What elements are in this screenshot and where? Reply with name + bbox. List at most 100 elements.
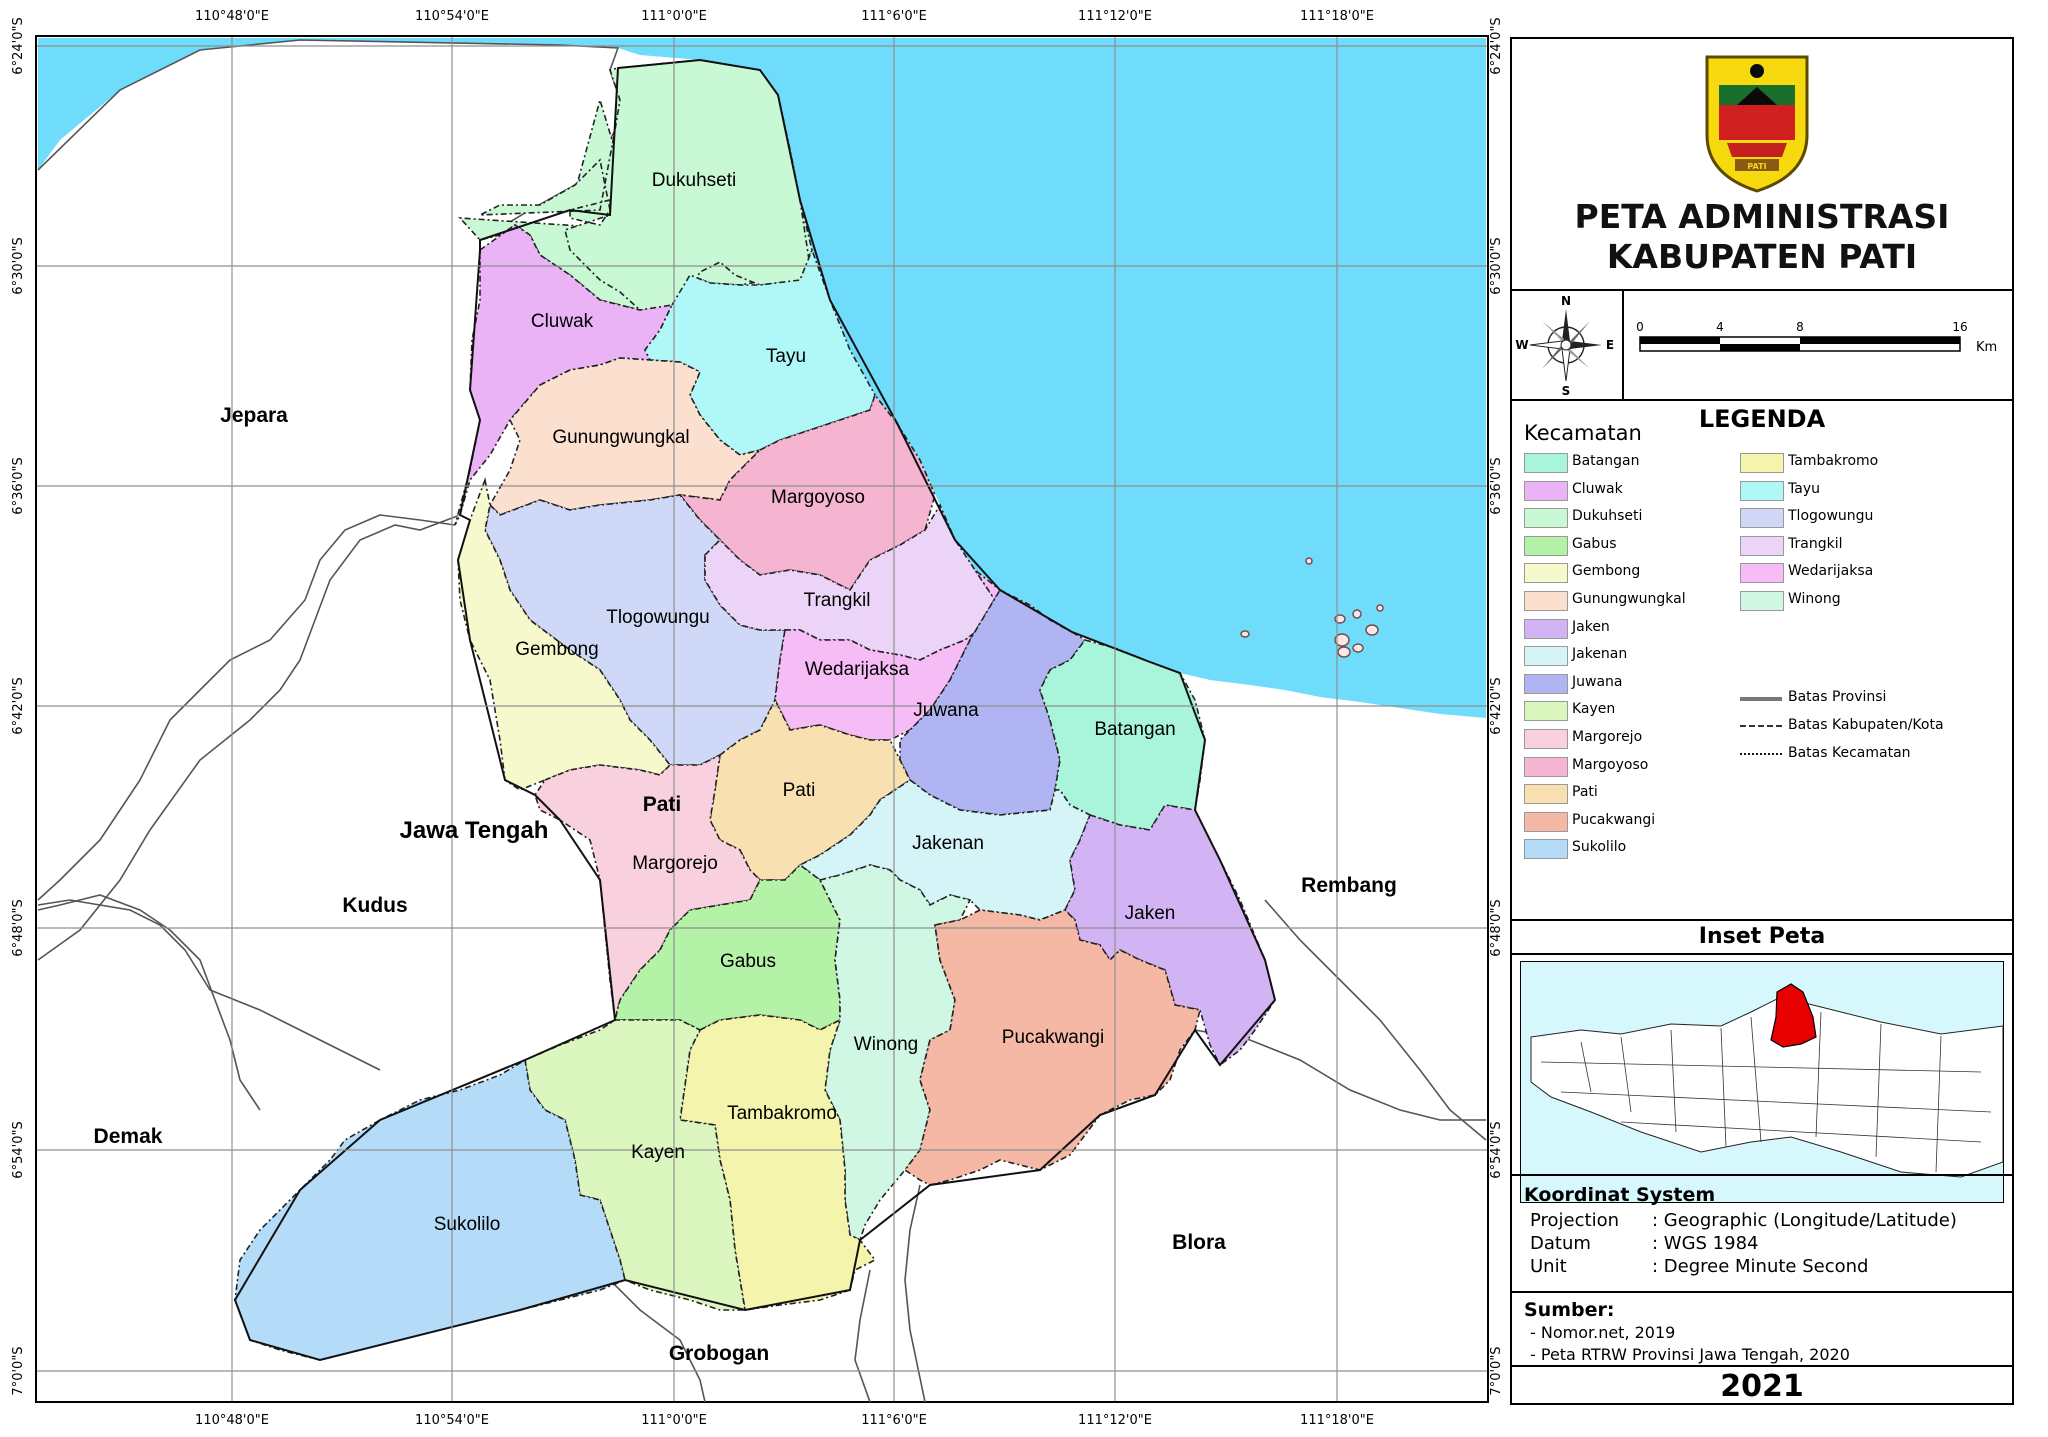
kec-dukuhseti-fill: [479, 59, 813, 311]
line-symbol: [1740, 697, 1782, 701]
legend-swatch: [1524, 673, 1568, 694]
legend-swatch: [1524, 480, 1568, 501]
top-longitude-label: 111°12'0"E: [1078, 9, 1152, 24]
scale-tick-0: 0: [1636, 320, 1644, 334]
region-label-pati: Pati: [643, 793, 682, 816]
kec-label-pati: Pati: [783, 780, 816, 801]
coord-key: Datum: [1530, 1233, 1591, 1254]
region-label-grobogan: Grobogan: [669, 1342, 769, 1365]
legend-swatch: [1524, 701, 1568, 722]
left-latitude-label: 6°24'0"S: [11, 17, 26, 74]
left-latitude-label: 6°36'0"S: [11, 457, 26, 514]
right-latitude-label: 6°30'0"S: [1489, 237, 1504, 294]
kec-margoyoso: [678, 393, 936, 592]
kec-label-wedarijaksa: Wedarijaksa: [805, 659, 910, 680]
compass-east-label: E: [1606, 338, 1614, 352]
legend-label: Juwana: [1572, 673, 1623, 690]
right-latitude-label: 6°24'0"S: [1489, 17, 1504, 74]
coord-title: Koordinat System: [1524, 1184, 1716, 1206]
region-label-rembang: Rembang: [1301, 874, 1397, 897]
kec-juwana: [899, 588, 1087, 816]
bottom-longitude-label: 111°6'0"E: [861, 1413, 927, 1428]
source-item-2: - Peta RTRW Provinsi Jawa Tengah, 2020: [1530, 1345, 1850, 1364]
left-latitude-label: 6°42'0"S: [11, 677, 26, 734]
coord-value: : Geographic (Longitude/Latitude): [1652, 1210, 1957, 1231]
legend-label: Tambakromo: [1788, 453, 1879, 469]
compass-rose-icon: N S E W: [1515, 294, 1614, 398]
legend-label: Trangkil: [1788, 535, 1843, 552]
left-latitude-label: 7°0'0"S: [11, 1346, 26, 1395]
legend-label: Jakenan: [1572, 646, 1628, 663]
legend-label: Wedarijaksa: [1788, 563, 1874, 580]
legend-label: Kayen: [1572, 701, 1616, 718]
region-labels: Jepara Jawa Tengah Pati Kudus Demak Remb…: [94, 404, 1397, 1365]
line-symbol: [1740, 725, 1782, 727]
kec-jakenan: [798, 779, 1092, 921]
legend-label: Pati: [1572, 784, 1598, 801]
coord-key: Unit: [1530, 1256, 1567, 1277]
legend-swatch: [1524, 591, 1568, 611]
kec-label-sukolilo: Sukolilo: [434, 1214, 501, 1235]
region-label-jawa-tengah: Jawa Tengah: [400, 817, 549, 844]
kec-tambakromo: [679, 1014, 877, 1311]
legend-swatch: [1524, 453, 1568, 473]
legend-swatch: [1524, 618, 1568, 639]
left-latitude-label: 6°48'0"S: [11, 899, 26, 956]
legend-swatch: [1524, 646, 1568, 667]
legend-label: Tayu: [1788, 480, 1820, 497]
region-label-jepara: Jepara: [220, 404, 288, 427]
title-section: PATI PETA ADMINISTRASI KABUPATEN PATI: [1512, 39, 2012, 289]
bottom-longitude-label: 110°54'0"E: [415, 1413, 489, 1428]
right-latitude-label: 6°36'0"S: [1489, 457, 1504, 514]
region-label-demak: Demak: [94, 1125, 163, 1148]
legend-swatch: [1524, 839, 1568, 860]
top-longitude-label: 111°18'0"E: [1300, 9, 1374, 24]
kec-label-gunungwungkal: Gunungwungkal: [552, 427, 689, 448]
small-islands: [1240, 557, 1384, 658]
top-longitude-label: 110°54'0"E: [415, 9, 489, 24]
inset-title: Inset Peta: [1512, 921, 2012, 955]
legend-label: Jaken: [1572, 618, 1610, 635]
left-latitude-label: 6°30'0"S: [11, 237, 26, 294]
coord-value: : Degree Minute Second: [1652, 1256, 1869, 1277]
kec-label-cluwak: Cluwak: [531, 311, 594, 332]
kec-pucakwangi: [903, 909, 1201, 1186]
legend-swatch: [1524, 563, 1568, 584]
kec-label-margorejo: Margorejo: [632, 853, 718, 874]
kec-tlogowungu: [484, 494, 786, 766]
kec-label-jaken: Jaken: [1125, 903, 1176, 924]
inset-section: Inset Peta: [1512, 919, 2012, 1219]
graticule-labels: 110°48'0"E 110°48'0"E 110°54'0"E 110°54'0"E…: [11, 9, 1504, 1428]
compass-south-label: S: [1562, 384, 1571, 398]
legend-group-title: Kecamatan: [1524, 421, 1642, 445]
legend-section: LEGENDA Kecamatan Batangan Cluwak Dukuhset…: [1512, 399, 2012, 919]
bottom-longitude-label: 111°12'0"E: [1078, 1413, 1152, 1428]
kec-jaken: [1064, 804, 1276, 1067]
legend-label: Dukuhseti: [1572, 508, 1643, 525]
pati-regency-emblem: PATI: [1705, 55, 1809, 193]
source-section: Sumber: - Nomor.net, 2019 - Peta RTRW Pr…: [1512, 1291, 2012, 1365]
scale-tick-8: 8: [1796, 320, 1804, 334]
map-title-line1: PETA ADMINISTRASI: [1574, 197, 1950, 236]
kec-sukolilo: [234, 1058, 626, 1361]
map-info-panel: PATI PETA ADMINISTRASI KABUPATEN PATI N …: [1510, 37, 2014, 1405]
kec-label-tayu: Tayu: [766, 346, 806, 367]
coord-value: : WGS 1984: [1652, 1233, 1759, 1254]
scale-tick-4: 4: [1716, 320, 1724, 334]
legend-label: Margoyoso: [1572, 756, 1649, 773]
coord-key: Projection: [1530, 1210, 1620, 1231]
legend-swatch: [1740, 480, 1784, 501]
kec-label-kayen: Kayen: [631, 1142, 685, 1163]
left-latitude-label: 6°54'0"S: [11, 1121, 26, 1178]
source-title: Sumber:: [1524, 1299, 1615, 1321]
right-latitude-label: 6°54'0"S: [1489, 1121, 1504, 1178]
sea-area: [38, 38, 1486, 718]
scale-bar: 0 4 8 16 Km: [1636, 320, 1997, 355]
legend-label: Sukolilo: [1572, 839, 1627, 856]
kec-label-trangkil: Trangkil: [804, 590, 871, 611]
legend-label: Tlogowungu: [1788, 508, 1874, 525]
line-legend-label: Batas Provinsi: [1788, 689, 1887, 705]
legend-title: LEGENDA: [1698, 405, 1826, 433]
line-symbol: [1740, 753, 1782, 755]
scale-tick-16: 16: [1952, 320, 1967, 334]
